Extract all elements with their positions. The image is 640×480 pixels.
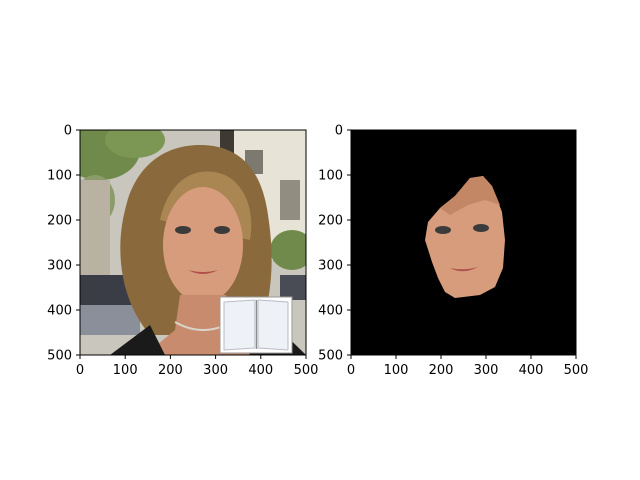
left-y-tick-label: 500: [47, 349, 72, 364]
left-y-tick-label: 400: [47, 304, 72, 319]
left-x-tick-label: 500: [294, 363, 319, 378]
right-x-tick-label: 400: [519, 363, 544, 378]
left-y-tick-label: 200: [47, 214, 72, 229]
book-watermark-icon: [219, 296, 293, 354]
left-axis-ticks: 0 100 200 300 400 500 0 100 200 300 400 500: [47, 124, 318, 379]
left-y-tick-label: 100: [47, 169, 72, 184]
right-x-tick-label: 0: [347, 363, 355, 378]
right-axes-frame: [350, 129, 577, 356]
left-x-tick-label: 400: [248, 363, 273, 378]
right-axis-ticks: 0 100 200 300 400 500 0 100 200 300 400 500: [318, 124, 588, 379]
left-x-tick-label: 300: [203, 363, 228, 378]
right-x-tick-label: 100: [384, 363, 409, 378]
left-axes-frame: [79, 129, 307, 356]
left-x-tick-label: 200: [158, 363, 183, 378]
right-y-tick-label: 400: [318, 304, 343, 319]
right-x-tick-label: 200: [429, 363, 454, 378]
right-image-panel: [351, 130, 576, 355]
right-y-tick-label: 500: [318, 349, 343, 364]
right-x-tick-label: 500: [564, 363, 589, 378]
left-y-tick-label: 0: [64, 124, 72, 139]
left-y-tick-label: 300: [47, 259, 72, 274]
left-x-tick-label: 100: [113, 363, 138, 378]
right-y-tick-label: 0: [335, 124, 343, 139]
left-image-panel: [80, 130, 306, 355]
right-x-tick-label: 300: [474, 363, 499, 378]
left-x-tick-label: 0: [76, 363, 84, 378]
right-y-tick-label: 200: [318, 214, 343, 229]
right-y-tick-label: 100: [318, 169, 343, 184]
right-y-tick-label: 300: [318, 259, 343, 274]
